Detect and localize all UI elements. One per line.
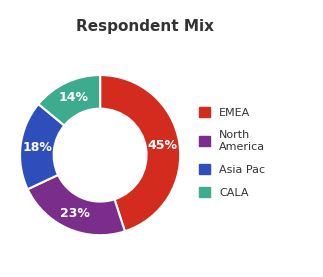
Wedge shape (38, 75, 100, 125)
Wedge shape (28, 175, 125, 235)
Text: 45%: 45% (148, 139, 178, 152)
Text: 18%: 18% (22, 141, 52, 154)
Text: 14%: 14% (58, 91, 88, 104)
Wedge shape (100, 75, 180, 231)
Legend: EMEA, North
America, Asia Pac, CALA: EMEA, North America, Asia Pac, CALA (199, 107, 266, 198)
Wedge shape (20, 104, 64, 189)
Text: Respondent Mix: Respondent Mix (76, 19, 214, 34)
Text: 23%: 23% (60, 207, 90, 220)
